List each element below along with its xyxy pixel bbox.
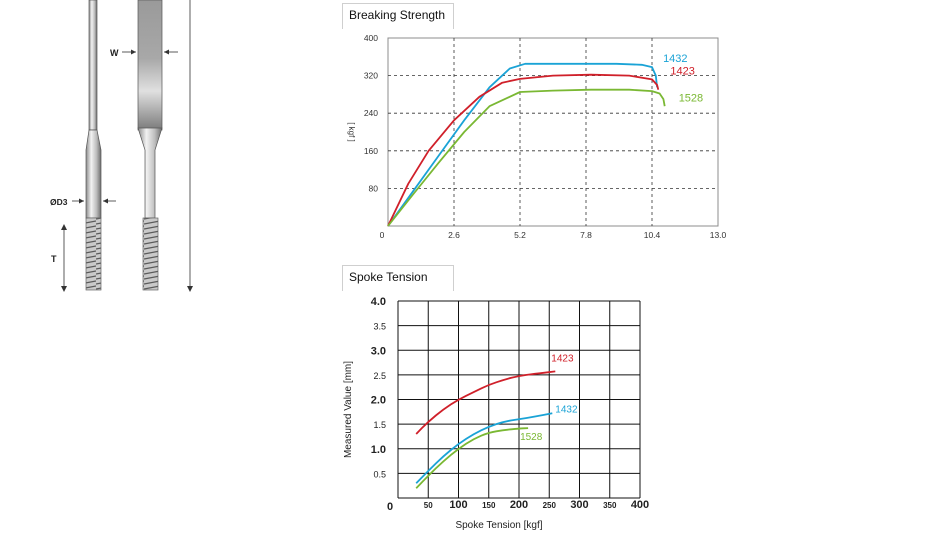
y-axis-label: Measured Value [mm] — [343, 361, 354, 458]
length-dimension — [187, 0, 193, 292]
series-line-1423 — [415, 370, 556, 435]
spoke-tension-chart: 0.5 1.0 1.5 2.0 2.5 3.0 3.5 4.0 0 50 100 150 200 250 3… — [343, 296, 649, 531]
chart-frame — [387, 37, 719, 227]
x-tick-label: 7.8 — [580, 230, 592, 240]
x-tick-label: 250 — [543, 501, 557, 510]
y-tick-label: 400 — [364, 33, 378, 43]
diameter-dimension: ØD3 — [50, 197, 116, 207]
y-tick-label: 160 — [364, 146, 378, 156]
y-tick-label: 3.5 — [373, 322, 386, 332]
series-line-1423 — [387, 73, 660, 227]
series-label-1528: 1528 — [520, 432, 543, 443]
spoke-diagram: W ØD3 T — [50, 0, 193, 292]
x-tick-label: 100 — [449, 499, 467, 511]
y-tick-label: 320 — [364, 71, 378, 81]
y-tick-label: 1.0 — [371, 444, 386, 456]
diameter-label: ØD3 — [50, 197, 68, 207]
series-line-1432 — [387, 62, 658, 227]
series-label-1432: 1432 — [663, 53, 687, 65]
y-tick-label: 240 — [364, 108, 378, 118]
thread-label: T — [51, 254, 57, 264]
spoke-tension-title: Spoke Tension — [349, 270, 428, 284]
x-tick-label: 0 — [387, 501, 393, 513]
breaking-strength-title: Breaking Strength — [349, 8, 446, 22]
series-label-1423: 1423 — [670, 66, 694, 78]
thread-dimension: T — [51, 224, 67, 292]
series-label-1423: 1423 — [551, 353, 574, 364]
series-line-1528 — [387, 88, 666, 227]
width-dimension: W — [110, 48, 178, 58]
bladed-spoke — [137, 0, 163, 291]
y-tick-label: 3.0 — [371, 345, 386, 357]
x-tick-label: 2.6 — [448, 230, 460, 240]
series-line-1432 — [415, 412, 553, 484]
y-tick-label: 0.5 — [373, 469, 386, 479]
x-tick-label: 0 — [380, 230, 385, 240]
x-tick-label: 5.2 — [514, 230, 526, 240]
x-tick-label: 200 — [510, 499, 528, 511]
y-tick-label: 2.5 — [373, 371, 386, 381]
x-tick-label: 10.4 — [644, 230, 661, 240]
breaking-strength-tab[interactable]: Breaking Strength — [342, 3, 454, 32]
x-tick-label: 13.0 — [710, 230, 727, 240]
series-label-1432: 1432 — [555, 404, 578, 415]
x-tick-label: 50 — [424, 501, 433, 510]
x-tick-label: 400 — [631, 499, 649, 511]
x-axis-label: Spoke Tension [kgf] — [455, 520, 542, 531]
x-tick-label: 350 — [603, 501, 617, 510]
width-label: W — [110, 48, 119, 58]
y-axis-label: [ kgf ] — [347, 122, 356, 142]
x-tick-label: 150 — [482, 501, 496, 510]
y-tick-label: 2.0 — [371, 395, 386, 407]
breaking-strength-chart: 80 160 240 320 400 0 2.6 5.2 7.8 10.4 13.0 [ kgf ] 1… — [347, 33, 727, 240]
round-spoke — [85, 0, 102, 291]
y-tick-label: 80 — [369, 183, 379, 193]
spoke-tension-tab[interactable]: Spoke Tension — [342, 265, 454, 294]
y-tick-label: 4.0 — [371, 296, 386, 308]
series-line-1528 — [415, 427, 529, 489]
x-tick-label: 300 — [570, 499, 588, 511]
y-tick-label: 1.5 — [373, 420, 386, 430]
series-label-1528: 1528 — [679, 93, 703, 105]
